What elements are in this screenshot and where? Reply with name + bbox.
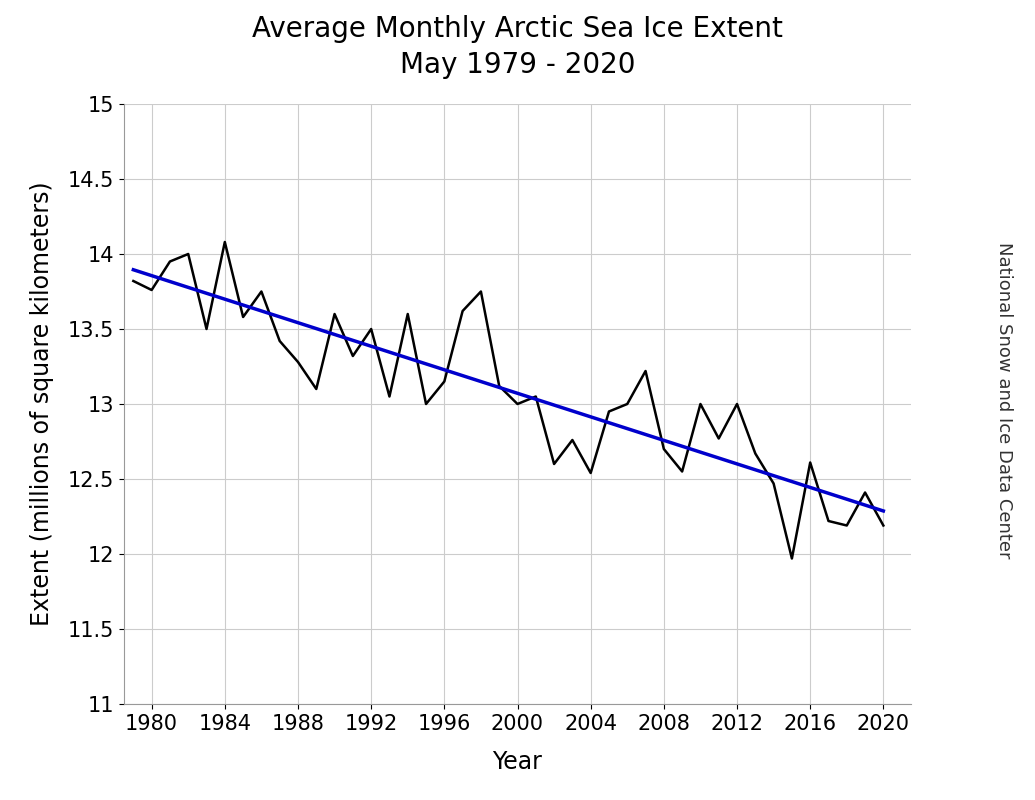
X-axis label: Year: Year — [493, 750, 542, 774]
Y-axis label: Extent (millions of square kilometers): Extent (millions of square kilometers) — [30, 182, 54, 626]
Text: National Snow and Ice Data Center: National Snow and Ice Data Center — [995, 242, 1013, 558]
Title: Average Monthly Arctic Sea Ice Extent
May 1979 - 2020: Average Monthly Arctic Sea Ice Extent Ma… — [253, 14, 782, 79]
